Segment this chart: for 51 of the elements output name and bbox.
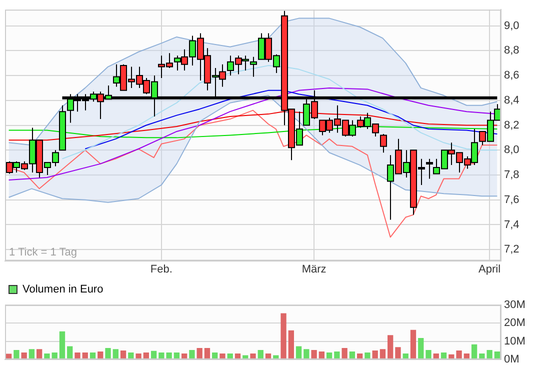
- bar: [418, 338, 424, 360]
- bar: [456, 350, 462, 360]
- bar: [196, 348, 202, 360]
- bar: [36, 349, 42, 360]
- bar: [105, 348, 111, 360]
- bar: [112, 349, 118, 360]
- bar: [410, 330, 416, 360]
- bar: [21, 352, 27, 360]
- bar: [67, 346, 73, 360]
- bar: [380, 349, 386, 360]
- bar: [395, 347, 401, 360]
- bar: [334, 351, 340, 360]
- y-tick-label: 20M: [504, 317, 526, 330]
- bar: [136, 353, 142, 360]
- bar: [204, 348, 210, 360]
- bar: [28, 349, 35, 360]
- x-tick-label: Feb.: [150, 263, 172, 276]
- y-tick-label: 7,6: [504, 194, 520, 206]
- y-tick-label: 7,8: [504, 169, 520, 182]
- legend-label: Volumen in Euro: [22, 284, 104, 296]
- bar: [74, 352, 80, 360]
- bar: [14, 350, 20, 360]
- y-tick-label: 8,6: [504, 70, 520, 82]
- bar: [342, 348, 348, 360]
- bar: [250, 353, 256, 360]
- bar: [311, 350, 317, 360]
- y-tick-label: 30M: [504, 299, 526, 312]
- bar: [280, 313, 286, 360]
- bar: [364, 352, 370, 360]
- y-tick-label: 9,0: [504, 20, 520, 32]
- y-tick-label: 0M: [504, 353, 520, 366]
- y-tick-label: 8,2: [504, 119, 520, 132]
- bar: [471, 344, 478, 360]
- bar: [220, 353, 226, 360]
- annotation: 1 Tick = 1 Tag: [9, 246, 77, 258]
- bar: [288, 330, 294, 360]
- bar: [59, 331, 66, 360]
- y-tick-label: 8,0: [504, 144, 520, 156]
- bar: [296, 346, 302, 360]
- bar: [44, 353, 50, 360]
- x-tick-label: April: [478, 263, 501, 276]
- y-tick-label: 8,4: [504, 94, 520, 106]
- bar: [388, 335, 394, 360]
- bar: [426, 350, 432, 360]
- y-tick-label: 10M: [504, 335, 526, 348]
- bar: [189, 350, 195, 360]
- y-tick-label: 8,8: [504, 44, 520, 57]
- bar: [304, 349, 310, 360]
- y-tick-label: 7,4: [504, 218, 520, 231]
- y-tick-label: 7,2: [504, 244, 520, 256]
- x-tick-label: März: [302, 263, 326, 276]
